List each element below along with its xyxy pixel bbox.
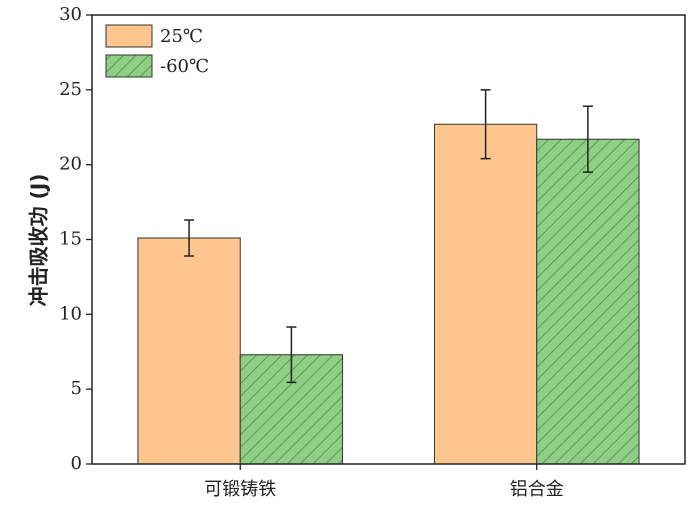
y-tick-label: 0 [71, 453, 82, 474]
legend-swatch [105, 24, 153, 48]
legend-label: -60℃ [160, 56, 209, 77]
legend-swatch [105, 54, 153, 78]
error-bar [286, 326, 297, 384]
y-tick-label: 15 [59, 229, 82, 250]
bar [536, 138, 640, 465]
x-tick-label: 铝合金 [510, 479, 564, 500]
y-axis-label: 冲击吸收功 (J) [27, 174, 51, 307]
x-tick-label: 可锻铸铁 [204, 479, 276, 500]
y-tick-label: 5 [71, 378, 82, 399]
bar [433, 123, 538, 465]
y-tick-label: 20 [59, 154, 82, 175]
plot-frame [91, 14, 686, 465]
y-tick-label: 10 [59, 303, 82, 324]
y-tick-label: 25 [59, 79, 82, 100]
legend-label: 25℃ [160, 26, 203, 47]
bar [137, 237, 241, 465]
error-bar [184, 219, 195, 257]
error-bar [582, 105, 593, 173]
error-bar [480, 89, 491, 160]
y-tick-label: 30 [59, 4, 82, 25]
